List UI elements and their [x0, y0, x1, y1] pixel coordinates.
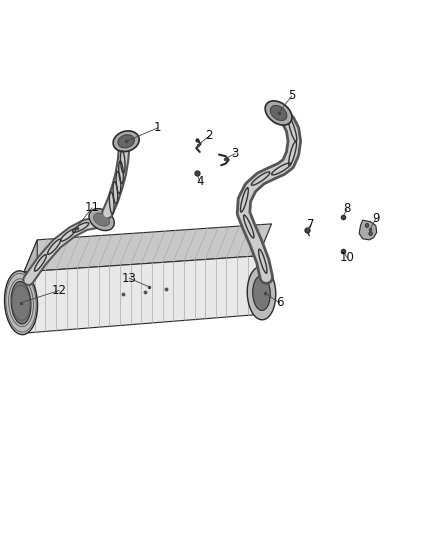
- Ellipse shape: [94, 213, 110, 226]
- Ellipse shape: [247, 266, 276, 320]
- Polygon shape: [24, 240, 37, 333]
- Polygon shape: [359, 220, 377, 240]
- Text: 8: 8: [343, 203, 350, 215]
- Polygon shape: [24, 224, 272, 272]
- Text: 6: 6: [276, 296, 283, 309]
- Text: 1: 1: [154, 122, 162, 134]
- Ellipse shape: [113, 131, 139, 151]
- Ellipse shape: [270, 106, 287, 120]
- Text: 5: 5: [288, 90, 295, 102]
- Circle shape: [369, 231, 372, 236]
- Text: 13: 13: [122, 272, 137, 285]
- Ellipse shape: [4, 271, 38, 335]
- Ellipse shape: [89, 208, 114, 231]
- Text: 11: 11: [85, 201, 99, 214]
- Ellipse shape: [11, 281, 31, 324]
- Text: 9: 9: [372, 212, 380, 225]
- Text: 10: 10: [340, 252, 355, 264]
- Ellipse shape: [265, 101, 292, 125]
- Text: 7: 7: [307, 219, 315, 231]
- Text: 4: 4: [196, 175, 204, 188]
- Circle shape: [365, 223, 369, 228]
- Text: 12: 12: [52, 284, 67, 297]
- Text: 2: 2: [205, 130, 213, 142]
- Ellipse shape: [253, 276, 270, 310]
- Text: 3: 3: [232, 147, 239, 160]
- Polygon shape: [24, 256, 258, 333]
- Ellipse shape: [118, 135, 134, 148]
